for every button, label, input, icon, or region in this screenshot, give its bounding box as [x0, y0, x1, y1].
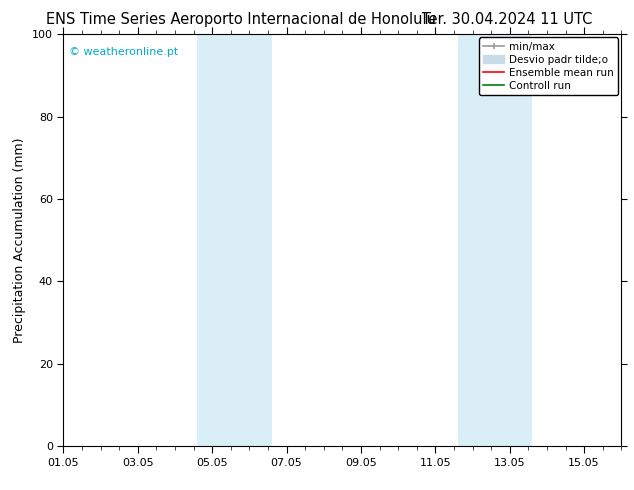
Text: Ter. 30.04.2024 11 UTC: Ter. 30.04.2024 11 UTC — [422, 12, 592, 27]
Legend: min/max, Desvio padr tilde;o, Ensemble mean run, Controll run: min/max, Desvio padr tilde;o, Ensemble m… — [479, 37, 618, 95]
Text: ENS Time Series Aeroporto Internacional de Honolulu: ENS Time Series Aeroporto Internacional … — [46, 12, 436, 27]
Y-axis label: Precipitation Accumulation (mm): Precipitation Accumulation (mm) — [13, 137, 27, 343]
Text: © weatheronline.pt: © weatheronline.pt — [69, 47, 178, 57]
Bar — [458, 34, 532, 446]
Bar — [197, 34, 272, 446]
